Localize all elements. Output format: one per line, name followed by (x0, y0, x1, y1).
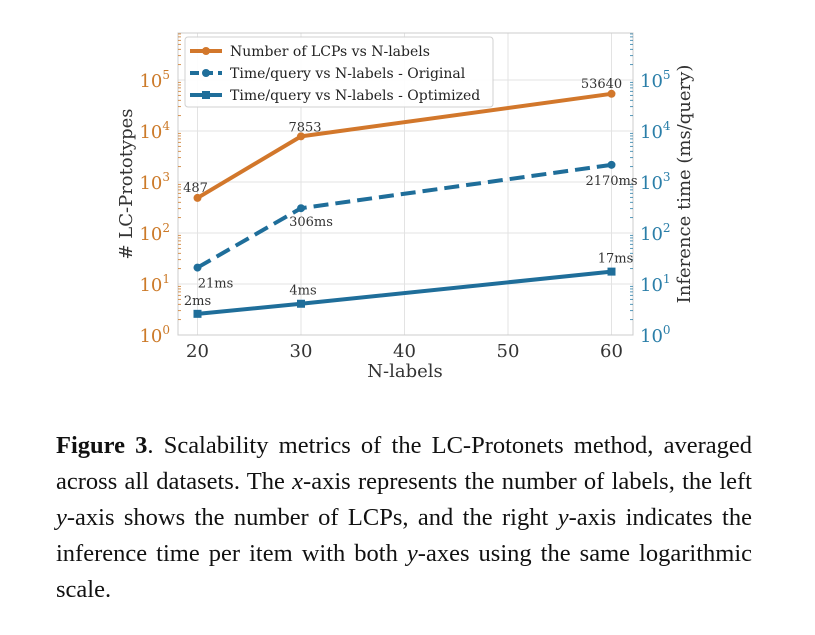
y-left-tick-base: 10 (139, 224, 162, 245)
x-tick-label: 50 (497, 341, 520, 362)
x-tick-label: 60 (600, 341, 623, 362)
caption-y-var-2: y (557, 504, 569, 531)
y-left-tick-base: 10 (139, 326, 162, 347)
data-label: 53640 (581, 77, 622, 92)
caption-text-3: -axis shows the number of LCPs, and the … (66, 504, 558, 531)
data-point (193, 193, 202, 202)
y-left-tick-exponent: 5 (162, 68, 170, 82)
y-left-tick-base: 10 (139, 275, 162, 296)
y-right-tick-label: 100 (640, 323, 671, 347)
y-left-tick-exponent: 1 (162, 272, 170, 286)
y-axis-left-label: # LC-Prototypes (116, 108, 137, 259)
legend-label-2: Time/query vs N-labels - Original (230, 66, 466, 82)
figure-caption: Figure 3. Scalability metrics of the LC-… (56, 428, 752, 608)
y-left-tick-label: 102 (139, 221, 170, 245)
y-left-tick-label: 100 (139, 323, 170, 347)
caption-text-1: . Scalability metrics of the LC-Protonet… (56, 432, 752, 495)
data-label: 487 (183, 181, 208, 196)
y-right-tick-label: 104 (640, 119, 671, 143)
y-right-tick-base: 10 (640, 224, 663, 245)
legend-label-1: Number of LCPs vs N-labels (230, 44, 430, 60)
data-point (607, 160, 616, 169)
y-left-tick-base: 10 (139, 122, 162, 143)
y-right-tick-exponent: 1 (663, 272, 671, 286)
caption-text-2: -axis represents the number of labels, t… (303, 468, 752, 495)
caption-x-var: x (292, 468, 304, 495)
data-point (193, 263, 202, 272)
legend-marker (202, 47, 210, 55)
data-labels: 487 7853 53640 21ms 306ms 2170ms 2ms 4ms 17ms (183, 77, 637, 309)
data-point (607, 89, 616, 98)
legend: Number of LCPs vs N-labels Time/query vs … (184, 36, 494, 108)
y-right-tick-base: 10 (640, 71, 663, 92)
y-left-tick-base: 10 (139, 71, 162, 92)
y-left-tick-exponent: 2 (162, 221, 170, 235)
data-point (297, 132, 305, 141)
caption-y-var-1: y (56, 504, 67, 531)
legend-marker (202, 69, 210, 77)
data-label: 17ms (598, 252, 634, 267)
legend-box (184, 36, 494, 108)
data-point (297, 204, 305, 213)
caption-label: Figure 3 (56, 432, 148, 459)
y-right-tick-exponent: 2 (663, 221, 671, 235)
y-right-tick-label: 102 (640, 221, 671, 245)
data-label: 7853 (288, 120, 321, 135)
data-label: 2ms (184, 294, 211, 309)
y-right-tick-base: 10 (640, 326, 663, 347)
y-left-tick-label: 105 (139, 68, 170, 92)
x-tick-label: 30 (290, 341, 313, 362)
series (193, 89, 616, 318)
x-axis-label: N-labels (367, 361, 443, 382)
y-left-tick-exponent: 4 (162, 119, 170, 133)
y-right-tick-label: 101 (640, 272, 671, 296)
y-right-tick-label: 105 (640, 68, 671, 92)
data-point (607, 267, 616, 276)
y-right-tick-exponent: 4 (663, 119, 671, 133)
y-right-tick-exponent: 5 (663, 68, 671, 82)
data-label: 4ms (289, 284, 316, 299)
data-label: 21ms (198, 277, 234, 292)
y-right-tick-base: 10 (640, 275, 663, 296)
data-point (193, 309, 202, 318)
y-right-tick-base: 10 (640, 122, 663, 143)
x-tick-label: 20 (186, 341, 209, 362)
y-left-tick-label: 104 (139, 119, 170, 143)
y-right-tick-exponent: 3 (663, 170, 671, 184)
y-right-tick-base: 10 (640, 173, 663, 194)
y-axis-right-label: Inference time (ms/query) (674, 65, 695, 304)
caption-y-var-3: y (406, 540, 418, 567)
y-left-tick-base: 10 (139, 173, 162, 194)
x-tick-label: 40 (393, 341, 416, 362)
legend-marker (202, 91, 210, 99)
y-right-tick-label: 103 (640, 170, 671, 194)
caption-text-4: -axis indicates the inference time per i… (56, 504, 752, 567)
data-point (297, 299, 305, 308)
y-left-tick-label: 101 (139, 272, 170, 296)
y-left-tick-label: 103 (139, 170, 170, 194)
data-label: 2170ms (585, 174, 637, 189)
legend-label-3: Time/query vs N-labels - Optimized (230, 88, 480, 104)
data-label: 306ms (289, 215, 333, 230)
caption-text-5: -axes using the same logarithmic scale. (56, 540, 752, 603)
y-left-tick-exponent: 0 (162, 323, 170, 337)
y-left-tick-exponent: 3 (162, 170, 170, 184)
y-right-tick-exponent: 0 (663, 323, 671, 337)
